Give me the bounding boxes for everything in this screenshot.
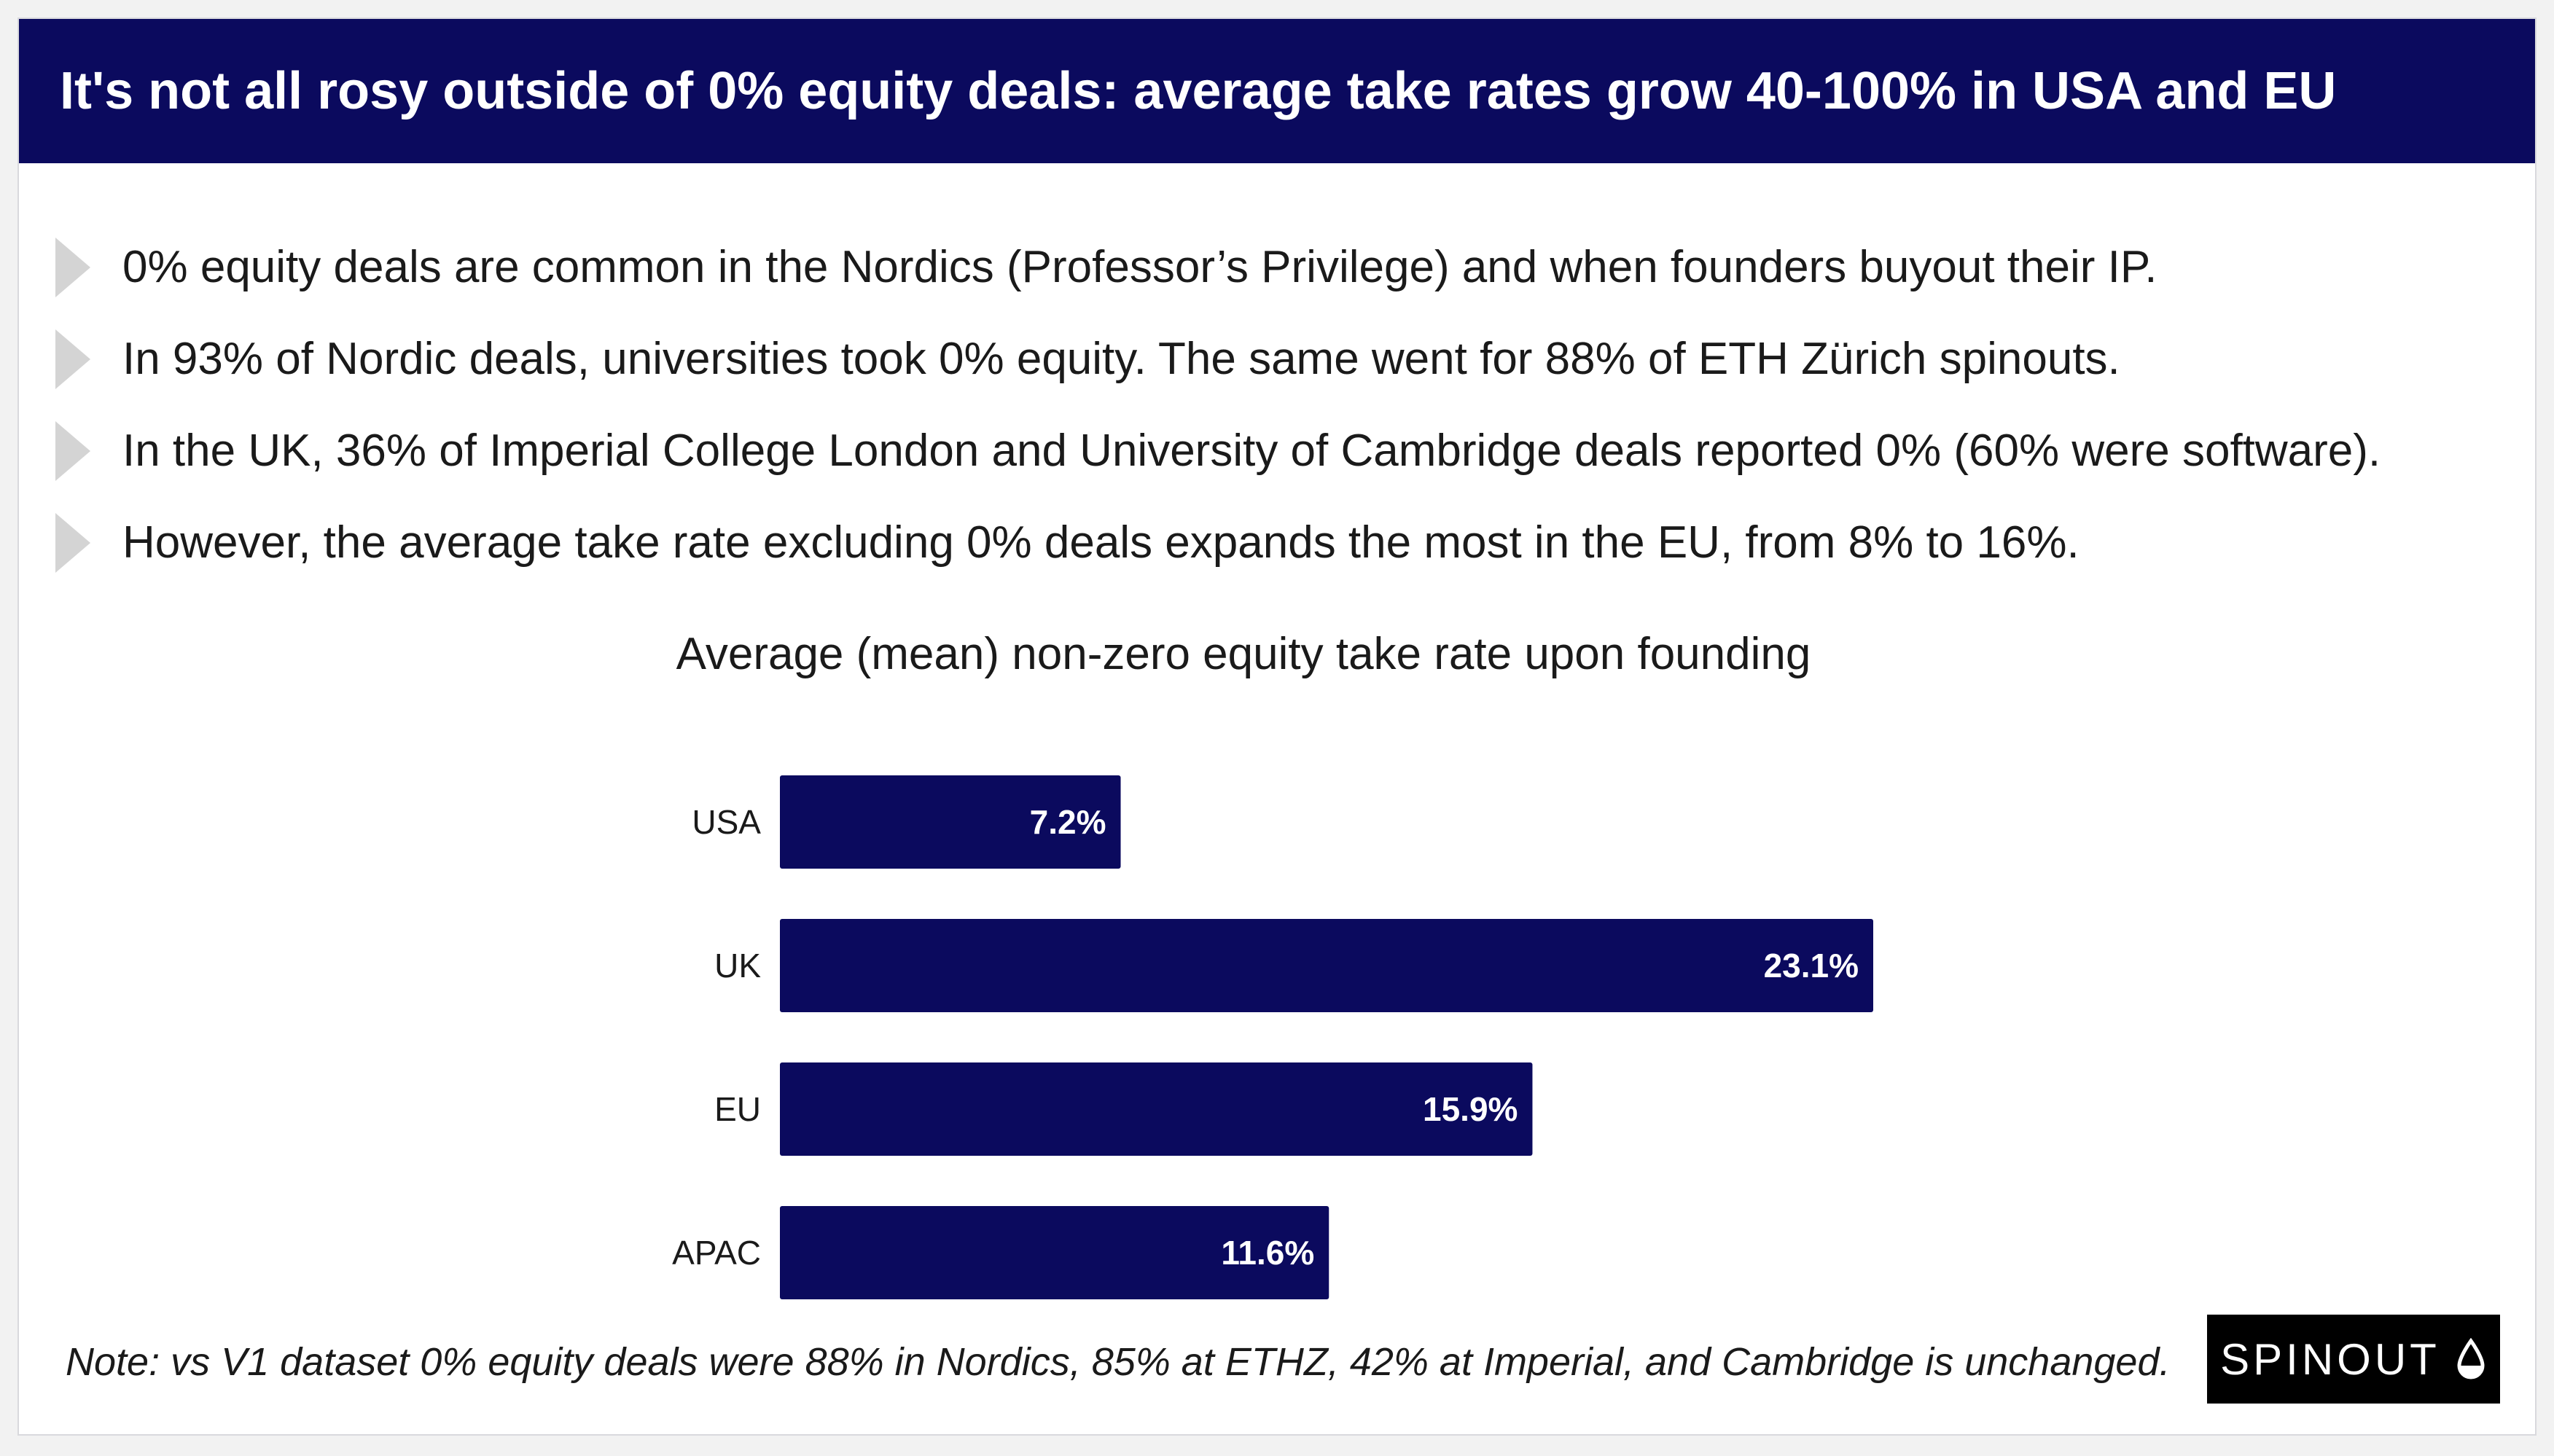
triangle-bullet-icon [55,238,90,297]
footnote: Note: vs V1 dataset 0% equity deals were… [66,1340,2171,1384]
value-label: 15.9% [1423,1090,1518,1128]
bullet-item: 0% equity deals are common in the Nordic… [55,238,2519,329]
bullet-text: In the UK, 36% of Imperial College Londo… [122,426,2381,476]
bar-apac [780,1206,1329,1299]
bar-usa [780,775,1121,869]
bullet-item: In 93% of Nordic deals, universities too… [55,329,2519,421]
chart-title: Average (mean) non-zero equity take rate… [676,629,1811,679]
value-label: 11.6% [1221,1234,1314,1272]
bullet-item: However, the average take rate excluding… [55,513,2519,605]
bullet-text: 0% equity deals are common in the Nordic… [122,242,2157,292]
logo-text: SPINOUT [2220,1334,2440,1384]
bullet-list: 0% equity deals are common in the Nordic… [55,238,2519,605]
bullet-text: In 93% of Nordic deals, universities too… [122,334,2120,384]
category-label: UK [714,947,761,985]
bullet-item: In the UK, 36% of Imperial College Londo… [55,421,2519,513]
bar-eu [780,1062,1533,1156]
bars-layer: USA 7.2% UK 23.1% EU 15.9% APAC 11.6% [672,775,1873,1299]
triangle-bullet-icon [55,421,90,481]
triangle-bullet-icon [55,513,90,573]
slide-title: It's not all rosy outside of 0% equity d… [60,62,2337,120]
value-label: 7.2% [1030,803,1106,841]
drop-icon [2457,1338,2485,1379]
bullet-text: However, the average take rate excluding… [122,517,2079,568]
bar-uk [780,919,1873,1012]
spinout-logo: SPINOUT [2207,1315,2500,1404]
category-label: APAC [672,1234,761,1272]
category-label: USA [692,803,761,841]
value-label: 23.1% [1764,947,1859,985]
triangle-bullet-icon [55,329,90,389]
slide-card: It's not all rosy outside of 0% equity d… [17,17,2537,1436]
bar-chart: Average (mean) non-zero equity take rate… [672,629,1873,1299]
category-label: EU [714,1090,761,1128]
header-banner: It's not all rosy outside of 0% equity d… [19,19,2535,163]
